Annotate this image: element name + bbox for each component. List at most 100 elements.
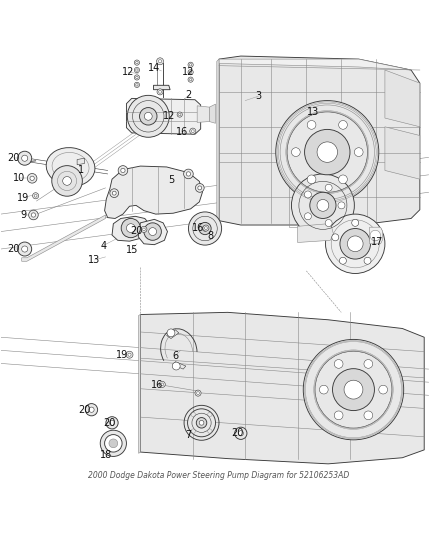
Circle shape — [186, 172, 191, 176]
Circle shape — [190, 128, 196, 134]
Circle shape — [106, 417, 118, 429]
Polygon shape — [112, 216, 149, 241]
Polygon shape — [173, 362, 186, 369]
Text: 2000 Dodge Dakota Power Steering Pump Diagram for 52106253AD: 2000 Dodge Dakota Power Steering Pump Di… — [88, 471, 350, 480]
Circle shape — [159, 91, 162, 93]
Text: 13: 13 — [88, 255, 101, 265]
Circle shape — [198, 186, 202, 190]
Circle shape — [63, 176, 71, 185]
Circle shape — [126, 351, 133, 358]
Circle shape — [203, 225, 209, 231]
Polygon shape — [209, 104, 215, 123]
Circle shape — [188, 62, 193, 67]
Circle shape — [317, 199, 329, 211]
Polygon shape — [166, 330, 179, 338]
Text: 4: 4 — [100, 240, 106, 251]
Polygon shape — [197, 106, 209, 123]
Polygon shape — [139, 314, 141, 454]
Circle shape — [304, 130, 350, 175]
Text: 20: 20 — [7, 244, 20, 254]
Circle shape — [121, 168, 125, 173]
Circle shape — [317, 142, 338, 163]
Circle shape — [339, 120, 347, 129]
Circle shape — [109, 439, 118, 448]
Circle shape — [18, 242, 32, 256]
Circle shape — [205, 227, 207, 229]
Circle shape — [332, 234, 339, 241]
Circle shape — [18, 151, 32, 165]
Polygon shape — [153, 85, 170, 90]
Circle shape — [325, 184, 332, 191]
Circle shape — [100, 430, 127, 456]
Circle shape — [364, 360, 373, 368]
Text: 9: 9 — [20, 210, 26, 220]
Polygon shape — [21, 215, 106, 261]
Text: 20: 20 — [130, 225, 142, 236]
Circle shape — [134, 60, 140, 65]
Circle shape — [136, 69, 138, 71]
Circle shape — [195, 183, 204, 192]
Circle shape — [134, 67, 140, 72]
Text: 20: 20 — [231, 429, 244, 438]
Circle shape — [339, 257, 346, 264]
Circle shape — [118, 166, 128, 175]
Ellipse shape — [46, 148, 95, 186]
Polygon shape — [77, 158, 85, 165]
Circle shape — [238, 431, 244, 436]
Text: 5: 5 — [168, 175, 174, 185]
Polygon shape — [138, 220, 167, 245]
Polygon shape — [127, 99, 201, 134]
Circle shape — [307, 120, 316, 129]
Circle shape — [127, 224, 135, 232]
Circle shape — [140, 108, 157, 125]
Circle shape — [276, 101, 379, 204]
Circle shape — [235, 427, 247, 439]
Circle shape — [177, 112, 182, 117]
Text: 19: 19 — [17, 192, 29, 203]
Circle shape — [188, 212, 222, 245]
Circle shape — [134, 75, 140, 80]
Text: 19: 19 — [116, 350, 128, 360]
Circle shape — [136, 76, 138, 79]
Circle shape — [31, 213, 35, 217]
Circle shape — [364, 411, 373, 419]
Text: 20: 20 — [103, 418, 115, 428]
Circle shape — [197, 392, 199, 394]
Circle shape — [340, 229, 371, 259]
Circle shape — [141, 227, 147, 232]
Circle shape — [32, 193, 39, 199]
Circle shape — [136, 84, 138, 86]
Circle shape — [159, 381, 165, 387]
Polygon shape — [105, 166, 202, 219]
Circle shape — [372, 234, 378, 241]
Circle shape — [179, 114, 181, 116]
Text: 7: 7 — [185, 430, 191, 440]
Polygon shape — [370, 227, 383, 244]
Polygon shape — [217, 59, 219, 223]
Circle shape — [127, 95, 169, 138]
Circle shape — [172, 362, 180, 370]
Circle shape — [167, 329, 175, 337]
Circle shape — [191, 130, 194, 133]
Circle shape — [136, 61, 138, 64]
Text: 10: 10 — [13, 173, 25, 183]
Circle shape — [190, 71, 192, 74]
Text: 6: 6 — [172, 351, 178, 361]
Circle shape — [105, 434, 122, 452]
Circle shape — [354, 148, 363, 157]
Circle shape — [159, 60, 162, 63]
Circle shape — [110, 189, 119, 198]
Circle shape — [334, 411, 343, 419]
Circle shape — [334, 360, 343, 368]
Circle shape — [310, 192, 336, 219]
Text: 16: 16 — [176, 127, 188, 137]
Circle shape — [188, 77, 193, 82]
Text: 18: 18 — [100, 450, 113, 460]
Circle shape — [339, 175, 347, 184]
Circle shape — [128, 353, 131, 356]
Circle shape — [202, 226, 208, 231]
Text: 12: 12 — [182, 67, 194, 77]
Polygon shape — [219, 56, 420, 225]
Circle shape — [112, 191, 116, 195]
Polygon shape — [219, 59, 411, 70]
